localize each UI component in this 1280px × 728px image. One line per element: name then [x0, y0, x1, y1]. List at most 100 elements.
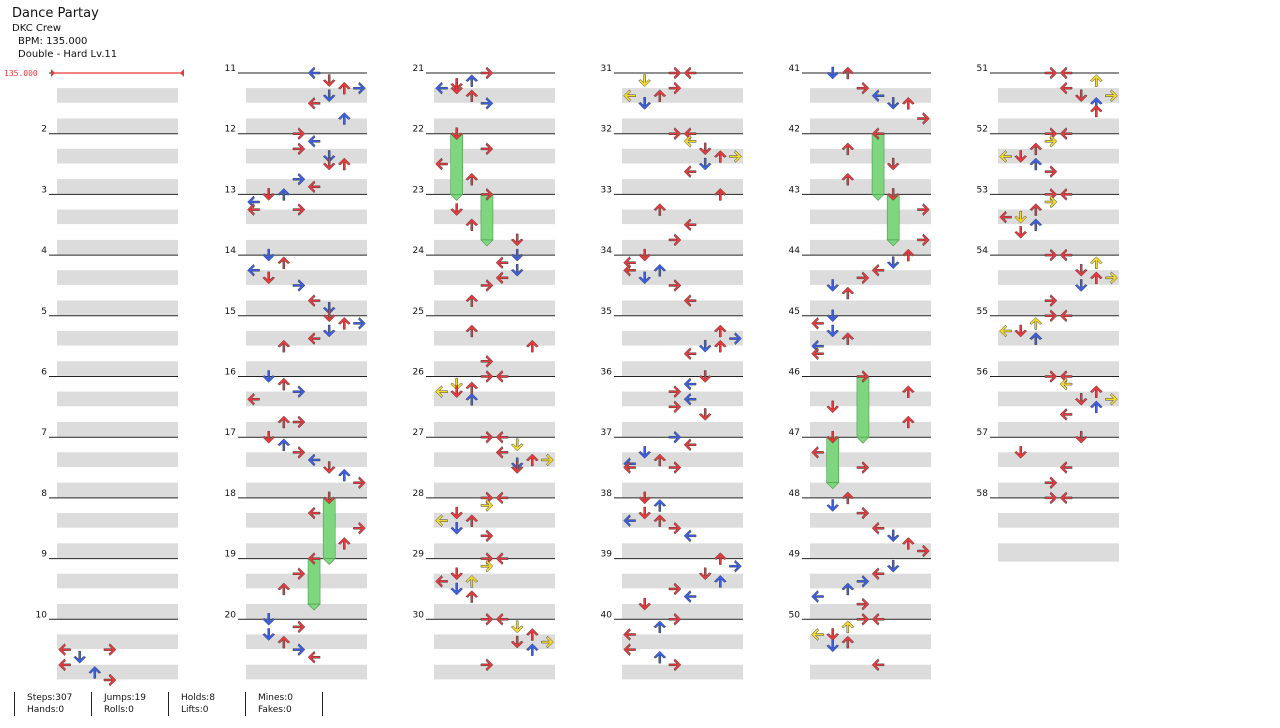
- right-arrow-icon: [353, 521, 366, 535]
- measure-number: 47: [789, 428, 800, 438]
- down-arrow-icon: [698, 567, 712, 581]
- stat-mines: Mines:0: [258, 693, 293, 703]
- right-arrow-icon: [480, 142, 494, 156]
- right-arrow-icon: [668, 127, 682, 141]
- left-arrow-icon: [811, 316, 824, 330]
- left-arrow-icon: [58, 643, 71, 657]
- up-arrow-icon: [465, 590, 479, 603]
- hold-body: [886, 194, 900, 241]
- right-arrow-icon: [668, 461, 682, 474]
- left-arrow-icon: [1059, 461, 1073, 474]
- right-arrow-icon: [668, 66, 682, 80]
- down-arrow-icon: [698, 339, 712, 353]
- measure-number: 16: [225, 368, 237, 378]
- stat-block-mines: Mines:0 Fakes:0: [245, 692, 322, 716]
- measure-number: 28: [413, 489, 425, 499]
- up-arrow-icon: [841, 620, 855, 634]
- beat-band: [810, 604, 931, 619]
- beat-band: [998, 239, 1119, 255]
- right-arrow-icon: [103, 673, 117, 687]
- measure-number: 10: [36, 610, 48, 620]
- left-arrow-icon: [683, 66, 697, 80]
- left-arrow-icon: [1059, 127, 1073, 141]
- beat-band: [434, 179, 555, 194]
- hold-tail: [480, 239, 494, 247]
- right-arrow-icon: [856, 271, 870, 285]
- up-arrow-icon: [277, 415, 291, 429]
- up-arrow-icon: [1089, 74, 1103, 87]
- up-arrow-icon: [901, 415, 915, 429]
- up-arrow-icon: [337, 157, 351, 171]
- beat-band: [57, 421, 178, 437]
- measure-number: 5: [41, 307, 47, 317]
- stat-divider-end: [322, 692, 323, 716]
- right-arrow-icon: [1044, 294, 1058, 308]
- stat-holds: Holds:8: [181, 693, 215, 703]
- measure-number: 32: [601, 125, 612, 135]
- down-arrow-icon: [1074, 89, 1088, 103]
- up-arrow-icon: [841, 286, 855, 300]
- down-arrow-icon: [638, 271, 652, 285]
- beat-band: [810, 270, 931, 285]
- up-arrow-icon: [653, 203, 667, 216]
- right-arrow-icon: [668, 658, 682, 672]
- up-arrow-icon: [713, 552, 727, 565]
- left-arrow-icon: [811, 347, 824, 361]
- up-arrow-icon: [841, 635, 855, 649]
- left-arrow-icon: [683, 294, 697, 308]
- hold-body: [307, 558, 321, 605]
- beat-band: [622, 361, 743, 376]
- right-arrow-icon: [668, 521, 682, 535]
- up-arrow-icon: [277, 188, 291, 201]
- measure-number: 50: [789, 610, 801, 620]
- measure-number: 57: [977, 428, 988, 438]
- measure-number: 6: [41, 368, 47, 378]
- beat-band: [998, 118, 1119, 134]
- right-arrow-icon: [292, 643, 306, 657]
- hold-tail: [871, 194, 885, 201]
- beat-band: [246, 482, 367, 498]
- right-arrow-icon: [668, 233, 682, 247]
- right-arrow-icon: [1044, 195, 1058, 209]
- up-arrow-icon: [337, 468, 351, 482]
- beat-band: [57, 452, 178, 467]
- down-arrow-icon: [826, 639, 840, 653]
- left-arrow-icon: [307, 96, 321, 110]
- right-arrow-icon: [480, 491, 494, 505]
- right-arrow-icon: [1044, 476, 1058, 490]
- beat-band: [57, 604, 178, 619]
- hold-body: [450, 133, 463, 195]
- beat-band: [246, 573, 367, 589]
- up-arrow-icon: [525, 453, 539, 467]
- beat-band: [622, 391, 743, 407]
- down-arrow-icon: [826, 430, 840, 444]
- down-arrow-icon: [886, 188, 900, 201]
- beat-band: [246, 330, 367, 346]
- right-arrow-icon: [729, 559, 742, 573]
- left-arrow-icon: [247, 392, 260, 406]
- down-arrow-icon: [826, 66, 840, 80]
- down-arrow-icon: [262, 248, 276, 262]
- beat-band: [622, 300, 743, 316]
- beat-band: [622, 452, 743, 467]
- measure-number: 33: [601, 185, 612, 195]
- measure-number: 2: [41, 125, 47, 135]
- up-arrow-icon: [713, 339, 727, 353]
- left-arrow-icon: [623, 643, 636, 657]
- down-arrow-icon: [322, 461, 336, 474]
- left-arrow-icon: [683, 218, 697, 232]
- up-arrow-icon: [901, 248, 915, 262]
- beat-band: [622, 512, 743, 528]
- beat-band: [434, 148, 555, 164]
- up-arrow-icon: [841, 172, 855, 186]
- right-arrow-icon: [729, 150, 742, 163]
- left-arrow-icon: [495, 271, 509, 285]
- measure-number: 21: [413, 64, 424, 74]
- down-arrow-icon: [638, 491, 652, 505]
- up-arrow-icon: [465, 172, 479, 186]
- up-arrow-icon: [277, 438, 291, 452]
- stat-hands: Hands:0: [27, 705, 65, 715]
- hold-body: [826, 436, 839, 484]
- beat-band: [998, 179, 1119, 194]
- beat-band: [622, 543, 743, 559]
